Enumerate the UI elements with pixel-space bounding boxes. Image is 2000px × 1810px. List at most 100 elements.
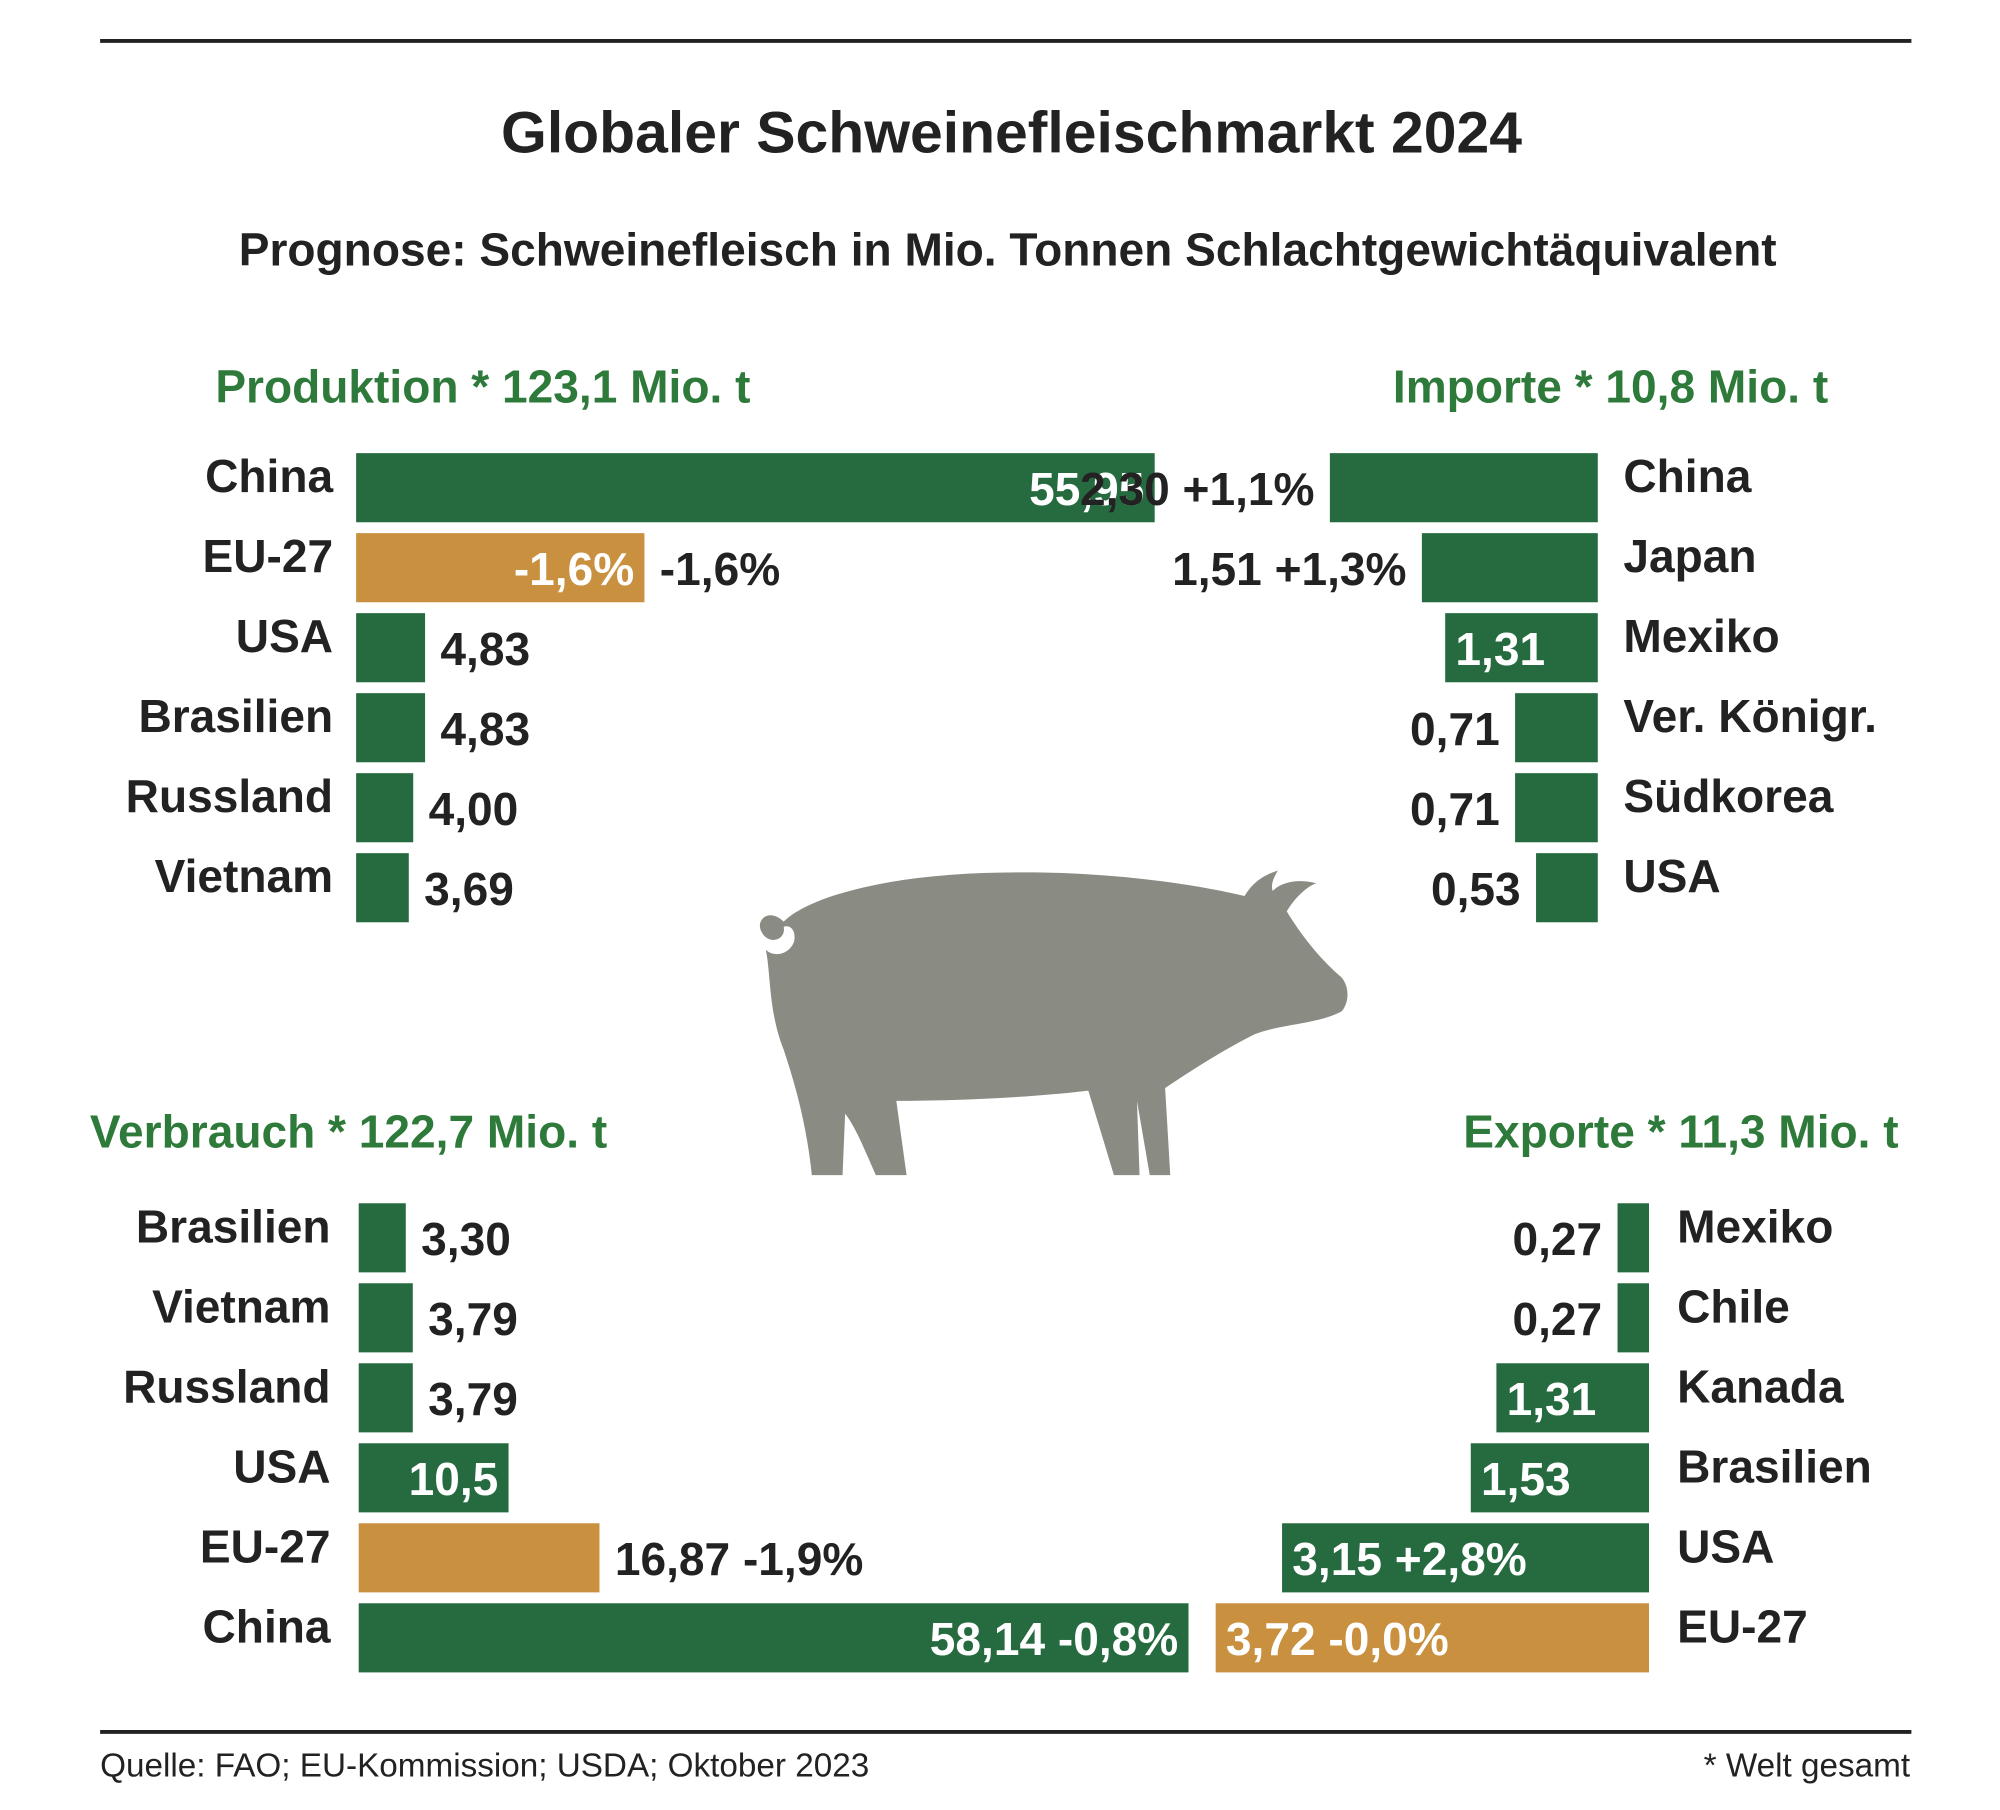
category-label: EU-27	[1677, 1600, 1808, 1652]
category-label: USA	[1677, 1520, 1774, 1572]
value-text: 3,79	[428, 1293, 518, 1345]
category-label: China	[1623, 450, 1751, 502]
category-label: Mexiko	[1677, 1200, 1833, 1252]
value-text: 55,95	[1029, 463, 1144, 515]
subtitle: Prognose: Schweinefleisch in Mio. Tonnen…	[239, 224, 1777, 276]
category-label: Mexiko	[1623, 610, 1779, 662]
value-text: 4,00	[429, 783, 519, 835]
panel-title: Exporte * 11,3 Mio. t	[1463, 1106, 1898, 1158]
value-label: 4,00	[429, 783, 519, 835]
value-label: 55,95	[1029, 463, 1144, 515]
bar	[356, 853, 409, 923]
bar	[1536, 853, 1598, 923]
value-text: 0,27	[1512, 1213, 1602, 1265]
value-text: 3,69	[424, 863, 514, 915]
change-label: -1,6%	[660, 543, 780, 595]
bar	[356, 453, 1155, 523]
value-label: 3,15 +2,8%	[1292, 1533, 1526, 1585]
bar	[1515, 773, 1598, 843]
value-label: -1,6%	[660, 543, 780, 595]
bar	[1617, 1283, 1649, 1353]
value-label: 10,5	[409, 1453, 499, 1505]
value-label: 0,53	[1431, 863, 1521, 915]
value-text: 4,83	[440, 623, 530, 675]
bar	[356, 693, 426, 763]
value-label: 3,69	[424, 863, 514, 915]
change-label: -0,0%	[1328, 1613, 1448, 1665]
value-label: 1,31	[1455, 623, 1545, 675]
value-text: 1,53	[1481, 1453, 1571, 1505]
bar	[1329, 453, 1598, 523]
footnote: * Welt gesamt	[1704, 1748, 1910, 1785]
value-label: 0,71	[1410, 703, 1500, 755]
value-text: 4,83	[440, 703, 530, 755]
change-label: +1,1%	[1183, 463, 1315, 515]
bar	[358, 1363, 413, 1433]
bar	[358, 1523, 600, 1593]
bar	[356, 773, 414, 843]
value-label: 0,71	[1410, 783, 1500, 835]
bar	[356, 533, 645, 603]
change-label: -0,8%	[1058, 1613, 1178, 1665]
category-label: Vietnam	[155, 850, 333, 902]
value-label: 1,51 +1,3%	[1172, 543, 1406, 595]
category-label: USA	[233, 1440, 330, 1492]
category-label: Russland	[123, 1360, 330, 1412]
value-text: 3,79	[428, 1373, 518, 1425]
bar	[1282, 1523, 1649, 1593]
bar	[358, 1443, 509, 1513]
value-label: 4,83	[440, 623, 530, 675]
bar	[1215, 1603, 1649, 1673]
value-label: 58,14 -0,8%	[930, 1613, 1179, 1665]
category-label: Ver. Königr.	[1623, 690, 1877, 742]
bar	[1445, 613, 1598, 683]
value-text: 1,31	[1455, 623, 1545, 675]
bar	[1470, 1443, 1649, 1513]
value-label: 4,83	[440, 703, 530, 755]
value-text: 3,72	[1226, 1613, 1316, 1665]
bar	[356, 613, 426, 683]
category-label: Japan	[1623, 530, 1756, 582]
change-label: -1,6%	[514, 543, 634, 595]
value-label: 3,72 -0,0%	[1226, 1613, 1449, 1665]
value-text: 1,51	[1172, 543, 1262, 595]
panel-title: Verbrauch * 122,7 Mio. t	[90, 1106, 607, 1158]
panel-title: Importe * 10,8 Mio. t	[1393, 361, 1828, 413]
panel-title: Produktion * 123,1 Mio. t	[215, 361, 750, 413]
source: Quelle: FAO; EU-Kommission; USDA; Oktobe…	[100, 1748, 869, 1785]
bar	[1515, 693, 1598, 763]
value-text: 2,30	[1080, 463, 1170, 515]
value-label: 3,79	[428, 1373, 518, 1425]
value-label: 16,87 -1,9%	[615, 1533, 864, 1585]
value-text: 10,5	[409, 1453, 499, 1505]
value-text: 0,27	[1512, 1293, 1602, 1345]
change-label: +1,3%	[1275, 543, 1407, 595]
value-label: 0,27	[1512, 1293, 1602, 1345]
bar	[1496, 1363, 1649, 1433]
bar	[358, 1283, 413, 1353]
bar	[358, 1603, 1189, 1673]
category-label: Chile	[1677, 1280, 1790, 1332]
value-label: 0,27	[1512, 1213, 1602, 1265]
category-label: Brasilien	[138, 690, 333, 742]
bar	[358, 1203, 406, 1273]
value-label: 1,31	[1507, 1373, 1597, 1425]
category-label: EU-27	[200, 1520, 331, 1572]
bar	[1421, 533, 1598, 603]
pig-silhouette	[759, 870, 1348, 1176]
value-text: 58,14	[930, 1613, 1046, 1665]
title: Globaler Schweinefleischmarkt 2024	[501, 101, 1522, 166]
value-text: 1,31	[1507, 1373, 1597, 1425]
category-label: Brasilien	[1677, 1440, 1872, 1492]
change-label: +2,8%	[1395, 1533, 1527, 1585]
value-label: -1,6%	[514, 543, 634, 595]
category-label: Russland	[126, 770, 333, 822]
category-label: China	[203, 1600, 331, 1652]
category-label: USA	[1623, 850, 1720, 902]
value-text: 3,15	[1292, 1533, 1382, 1585]
value-label: 2,30 +1,1%	[1080, 463, 1314, 515]
value-label: 3,30	[421, 1213, 511, 1265]
value-text: 0,71	[1410, 703, 1500, 755]
value-text: 0,71	[1410, 783, 1500, 835]
